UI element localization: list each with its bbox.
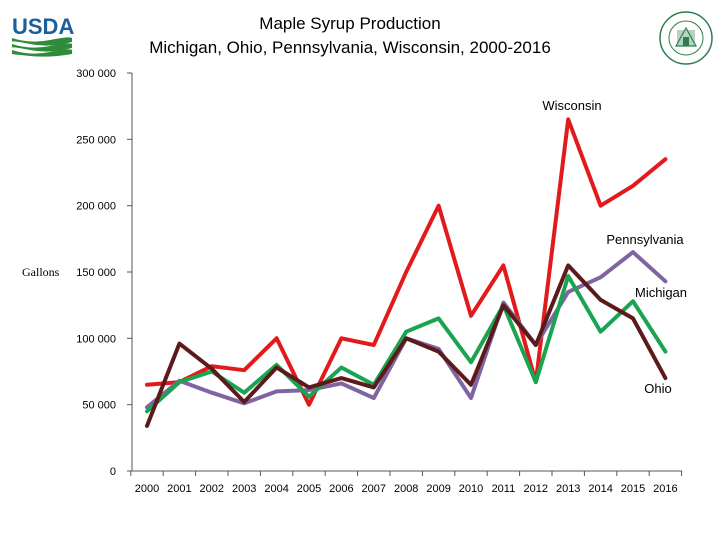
x-tick-label: 2015 — [621, 483, 645, 495]
x-tick-label: 2008 — [394, 483, 418, 495]
agriculture-county-seal — [659, 11, 713, 65]
y-tick-label: 300 000 — [76, 68, 116, 80]
series-line-michigan — [145, 274, 668, 414]
x-tick-label: 2014 — [588, 483, 612, 495]
chart-title-line2: Michigan, Ohio, Pennsylvania, Wisconsin,… — [149, 38, 551, 57]
series-line-ohio — [145, 263, 668, 428]
x-tick-label: 2007 — [362, 483, 386, 495]
x-tick-label: 2012 — [524, 483, 548, 495]
usda-logo: USDA — [11, 14, 74, 57]
x-tick-label: 2002 — [200, 483, 224, 495]
x-tick-label: 2013 — [556, 483, 580, 495]
series-line-wisconsin — [145, 117, 668, 407]
x-tick-label: 2000 — [135, 483, 159, 495]
x-tick-label: 2009 — [426, 483, 450, 495]
y-tick-label: 150 000 — [76, 267, 116, 279]
series-labels: Wisconsin Pennsylvania Michigan Ohio — [542, 98, 687, 396]
series-lines — [145, 117, 668, 428]
x-tick-label: 2011 — [492, 483, 516, 495]
y-tick-label: 250 000 — [76, 134, 116, 146]
series-label-wisconsin: Wisconsin — [542, 98, 601, 113]
x-tick-label: 2001 — [167, 483, 191, 495]
x-tick-label: 2003 — [232, 483, 256, 495]
y-tick-label: 0 — [110, 466, 116, 478]
y-tick-label: 100 000 — [76, 333, 116, 345]
y-tick-label: 50 000 — [82, 400, 116, 412]
chart-title: Maple Syrup Production Michigan, Ohio, P… — [130, 12, 570, 60]
x-tick-label: 2006 — [329, 483, 353, 495]
x-tick-label: 2005 — [297, 483, 321, 495]
x-tick-label: 2010 — [459, 483, 483, 495]
y-axis-ticks: 0 50 000 100 000 150 000 200 000 250 000 300 0… — [76, 68, 132, 478]
svg-text:USDA: USDA — [12, 14, 74, 39]
chart-title-line1: Maple Syrup Production — [259, 14, 441, 33]
y-tick-label: 200 000 — [76, 201, 116, 213]
x-axis-ticks: 2000 2001 2002 2003 2004 2005 2006 2007 2008 2009… — [130, 471, 683, 495]
y-axis-label: Gallons — [22, 265, 60, 279]
series-label-pennsylvania: Pennsylvania — [606, 232, 684, 247]
series-label-ohio: Ohio — [644, 381, 671, 396]
x-tick-label: 2016 — [653, 483, 677, 495]
series-label-michigan: Michigan — [635, 285, 687, 300]
x-tick-label: 2004 — [264, 483, 288, 495]
